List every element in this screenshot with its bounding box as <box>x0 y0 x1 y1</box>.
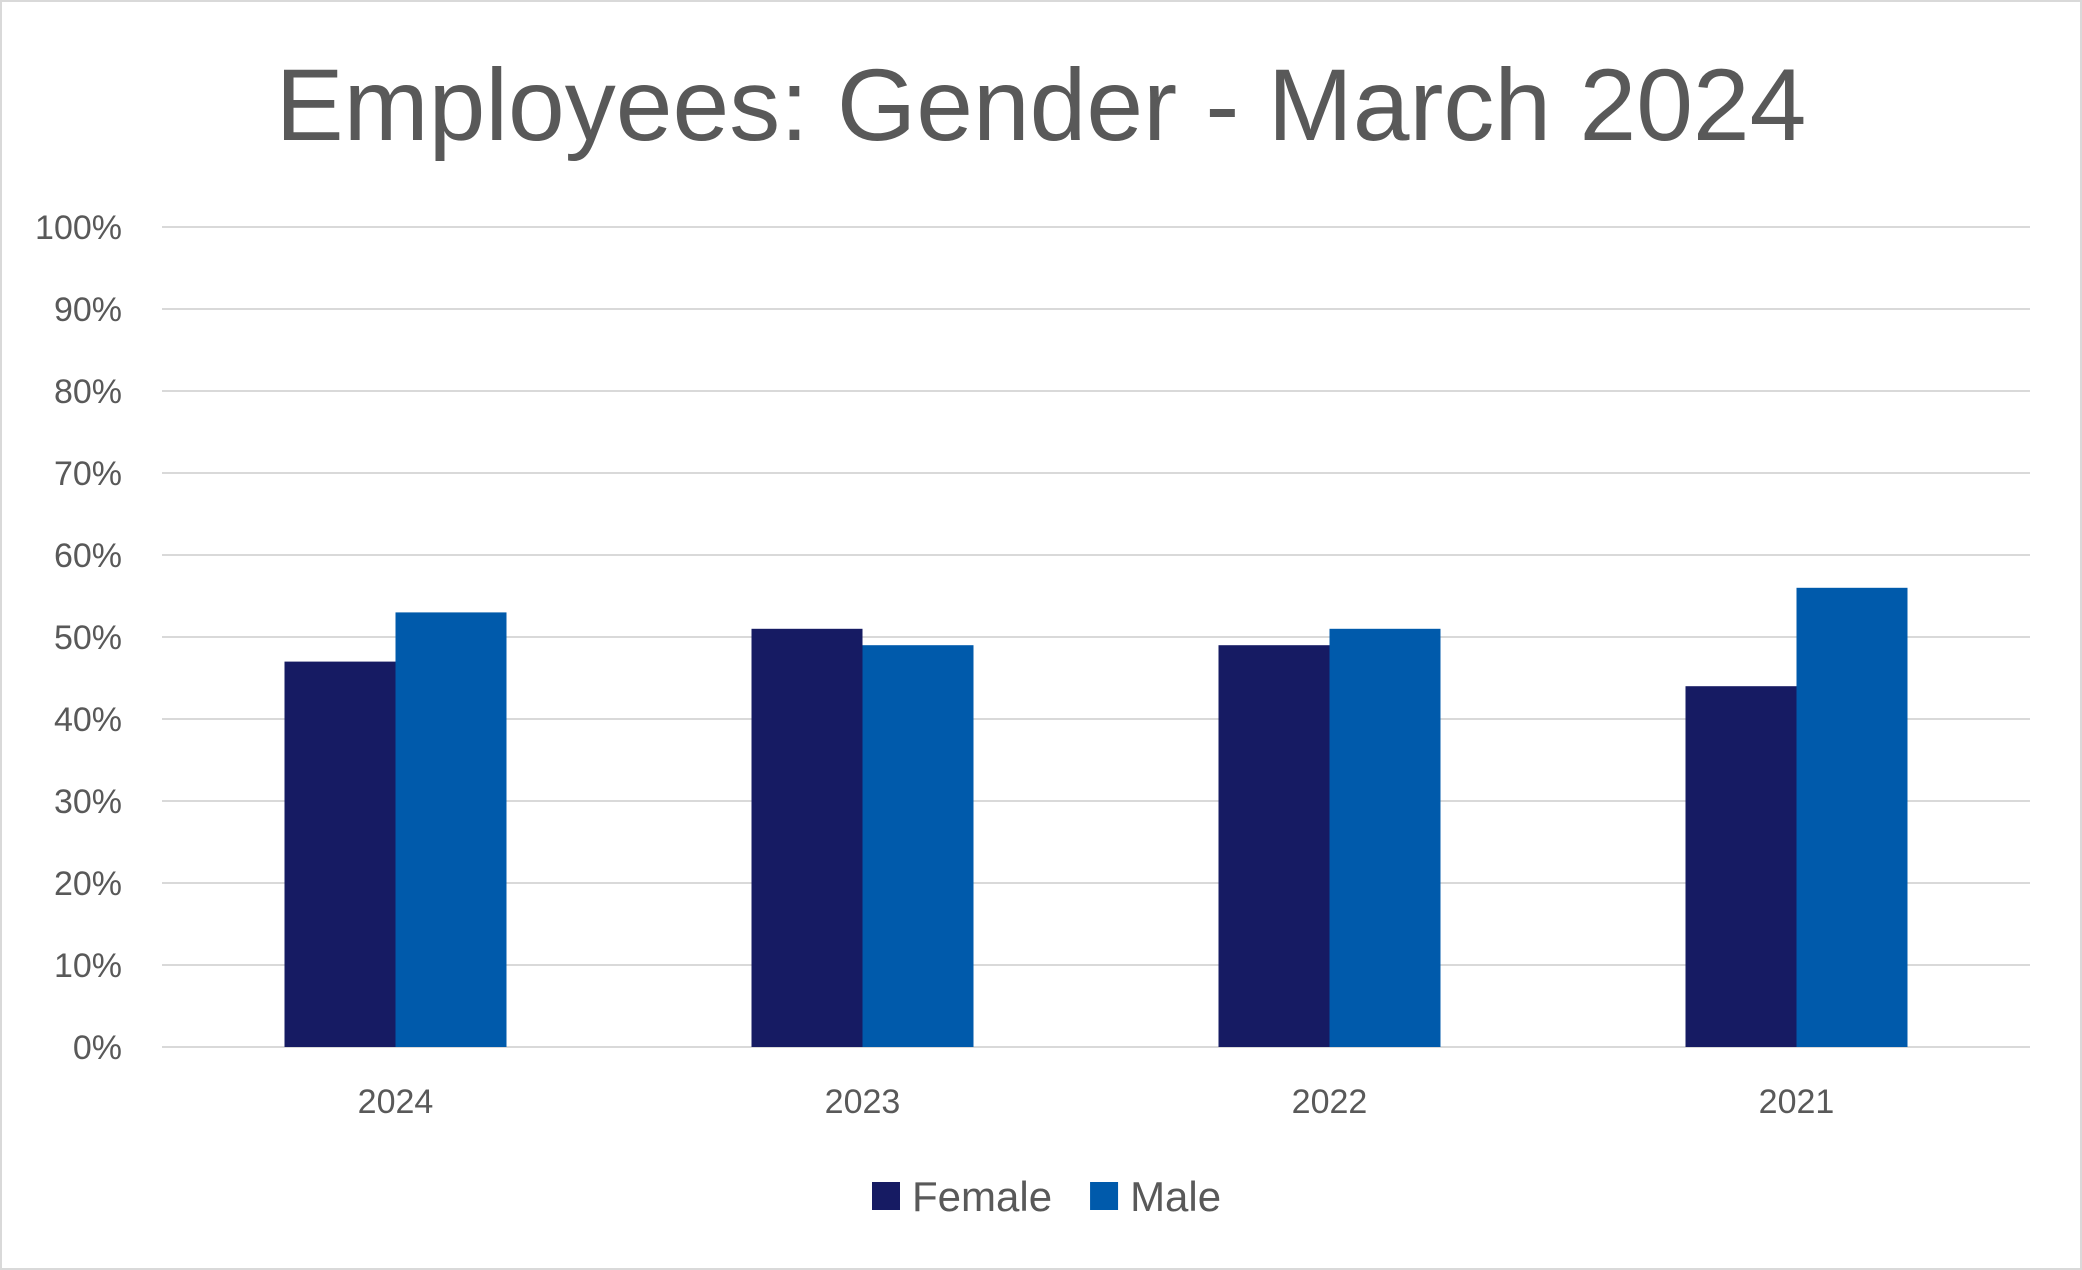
bar-female-2023 <box>751 628 863 1047</box>
legend-swatch-male <box>1090 1182 1119 1210</box>
bars <box>284 587 1908 1047</box>
x-tick-label: 2023 <box>825 1083 901 1121</box>
legend-label-female: Female <box>912 1173 1052 1220</box>
y-tick-label: 0% <box>73 1029 122 1067</box>
y-tick-label: 50% <box>54 619 122 657</box>
y-tick-label: 80% <box>54 373 122 411</box>
bar-female-2021 <box>1685 686 1797 1047</box>
bar-male-2024 <box>395 612 507 1047</box>
legend: Female Male <box>872 1173 1221 1220</box>
y-tick-label: 30% <box>54 783 122 821</box>
chart-title: Employees: Gender - March 2024 <box>276 48 1807 162</box>
y-tick-label: 90% <box>54 291 122 329</box>
y-tick-label: 20% <box>54 865 122 903</box>
x-tick-label: 2024 <box>358 1083 434 1121</box>
y-tick-label: 100% <box>35 209 122 247</box>
bar-female-2024 <box>284 661 396 1047</box>
y-tick-label: 40% <box>54 701 122 739</box>
bar-male-2021 <box>1796 587 1908 1047</box>
y-tick-label: 70% <box>54 455 122 493</box>
y-tick-label: 60% <box>54 537 122 575</box>
bar-male-2023 <box>862 645 974 1047</box>
x-tick-label: 2021 <box>1759 1083 1835 1121</box>
y-axis-tick-labels: 0% 10% 20% 30% 40% 50% 60% 70% 80% 90% 100% <box>35 209 122 1067</box>
y-tick-label: 10% <box>54 947 122 985</box>
bar-female-2022 <box>1218 645 1330 1047</box>
x-tick-label: 2022 <box>1292 1083 1368 1121</box>
legend-label-male: Male <box>1130 1173 1221 1220</box>
legend-swatch-female <box>872 1182 900 1210</box>
bar-male-2022 <box>1329 628 1441 1047</box>
x-axis-tick-labels: 2024 2023 2022 2021 <box>358 1083 1835 1121</box>
